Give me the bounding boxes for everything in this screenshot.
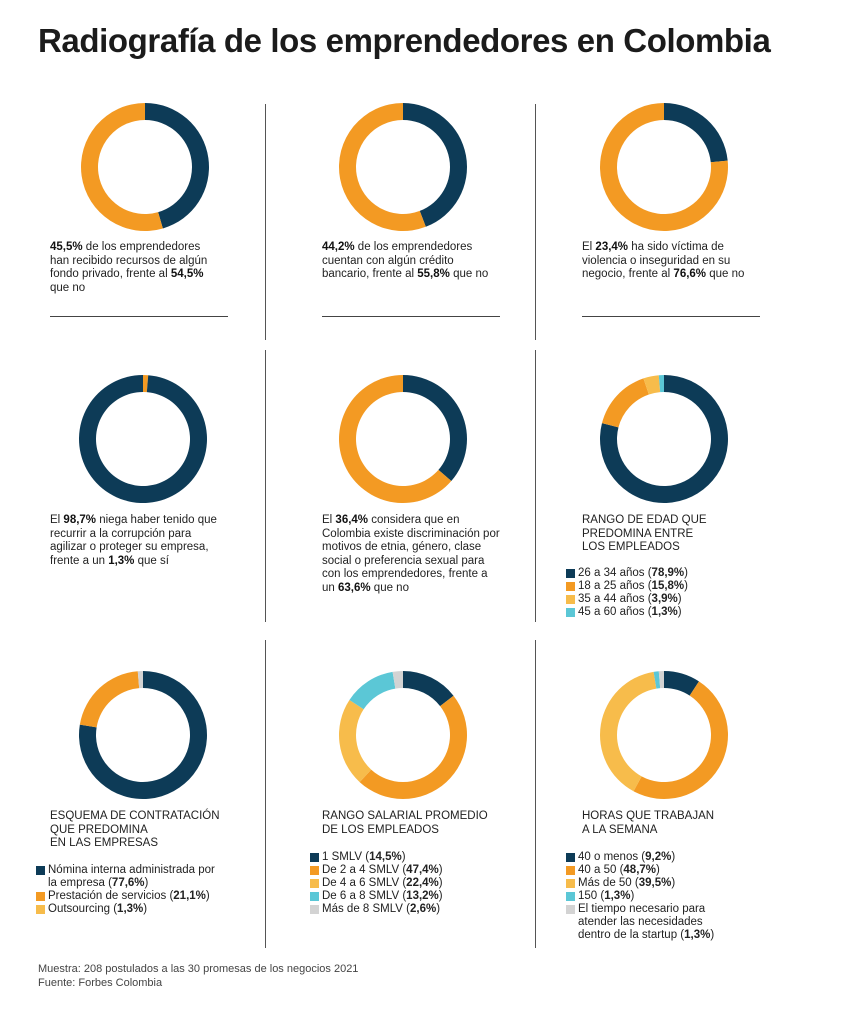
donut-violencia: [600, 103, 728, 231]
legend-swatch: [310, 905, 319, 914]
row-divider: [322, 316, 500, 317]
donut-slice-2: [137, 671, 143, 689]
legend-rango-edad: 26 a 34 años (78,9%) 18 a 25 años (15,8%…: [566, 567, 746, 619]
caption-violencia: El 23,4% ha sido víctima de violencia o …: [582, 241, 745, 280]
donut-slice-4: [392, 671, 403, 689]
column-divider: [265, 640, 266, 948]
legend-item: Más de 50 (39,5%): [566, 877, 738, 890]
legend-swatch: [566, 866, 575, 875]
legend-item: De 6 a 8 SMLV (13,2%): [310, 890, 490, 903]
legend-swatch: [566, 582, 575, 591]
donut-fondo-privado: [81, 103, 210, 231]
donut-horas-semana: [600, 671, 729, 799]
legend-item: 40 a 50 (48,7%): [566, 864, 738, 877]
donut-credito-bancario: [339, 103, 467, 231]
footer-sample: Muestra: 208 postulados a las 30 promesa…: [38, 963, 359, 975]
panel-title-rango-edad: RANGO DE EDAD QUE PREDOMINA ENTRE LOS EMPL…: [582, 514, 707, 553]
donut-slice-1: [339, 375, 452, 503]
legend-swatch: [310, 879, 319, 888]
legend-item: De 4 a 6 SMLV (22,4%): [310, 877, 490, 890]
legend-item: Outsourcing (1,3%): [36, 903, 226, 916]
column-divider: [535, 350, 536, 622]
legend-swatch: [310, 853, 319, 862]
legend-swatch: [310, 892, 319, 901]
donut-slice-0: [403, 375, 467, 482]
caption-discriminacion: El 36,4% considera que en Colombia exist…: [322, 514, 500, 594]
panel-title-horas-semana: HORAS QUE TRABAJAN A LA SEMANA: [582, 810, 715, 836]
legend-swatch: [36, 905, 45, 914]
donut-slice-3: [349, 671, 396, 710]
legend-swatch: [36, 892, 45, 901]
donut-slice-1: [633, 681, 729, 799]
panel-title-contratacion: ESQUEMA DE CONTRATACIÓN QUE PREDOMINA EN L…: [50, 810, 220, 849]
donut-slice-1: [359, 695, 467, 799]
legend-item: 40 o menos (9,2%): [566, 851, 738, 864]
legend-horas-semana: 40 o menos (9,2%) 40 a 50 (48,7%) Más de…: [566, 851, 738, 942]
caption-fondo-privado: 45,5% de los emprendedores han recibido …: [50, 241, 208, 294]
donut-slice-0: [664, 103, 728, 163]
donut-slice-1: [601, 378, 649, 428]
donut-slice-4: [658, 671, 664, 689]
legend-item: Más de 8 SMLV (2,6%): [310, 903, 490, 916]
donut-rango-salarial: [339, 671, 467, 799]
page-title: Radiografía de los emprendedores en Colo…: [38, 22, 771, 59]
legend-swatch: [566, 905, 575, 914]
legend-item: 45 a 60 años (1,3%): [566, 606, 746, 619]
legend-item: 35 a 44 años (3,9%): [566, 593, 746, 606]
row-divider: [50, 316, 228, 317]
legend-contratacion: Nómina interna administrada por la empre…: [36, 864, 226, 916]
column-divider: [265, 104, 266, 340]
legend-item: Nómina interna administrada por la empre…: [36, 864, 226, 890]
donut-slice-0: [664, 671, 699, 696]
legend-item: 26 a 34 años (78,9%): [566, 567, 746, 580]
panel-title-rango-salarial: RANGO SALARIAL PROMEDIO DE LOS EMPLEADOS: [322, 810, 488, 836]
donut-slice-2: [643, 375, 661, 395]
legend-swatch: [310, 866, 319, 875]
legend-item: Prestación de servicios (21,1%): [36, 890, 226, 903]
column-divider: [535, 104, 536, 340]
donut-corrupcion: [79, 375, 208, 503]
donut-slice-1: [339, 103, 426, 231]
legend-swatch: [566, 608, 575, 617]
legend-swatch: [36, 866, 45, 875]
donut-slice-2: [339, 699, 372, 783]
donut-rango-edad: [600, 375, 728, 503]
column-divider: [535, 640, 536, 948]
footer-notes: Muestra: 208 postulados a las 30 promesa…: [38, 962, 358, 990]
donut-slice-0: [143, 375, 149, 393]
row-divider: [582, 316, 760, 317]
donut-slice-0: [403, 103, 467, 227]
donut-slice-1: [79, 671, 140, 728]
legend-swatch: [566, 595, 575, 604]
donut-slice-2: [600, 671, 657, 792]
legend-item: 1 SMLV (14,5%): [310, 851, 490, 864]
column-divider: [265, 350, 266, 622]
legend-item: 18 a 25 años (15,8%): [566, 580, 746, 593]
donut-contratacion: [78, 671, 207, 799]
legend-item: El tiempo necesario para atender las nec…: [566, 903, 738, 942]
legend-item: 150 (1,3%): [566, 890, 738, 903]
legend-swatch: [566, 853, 575, 862]
caption-corrupcion: El 98,7% niega haber tenido que recurrir…: [50, 514, 217, 567]
donut-discriminacion: [339, 375, 467, 503]
donut-slice-1: [81, 103, 163, 231]
footer-source: Fuente: Forbes Colombia: [38, 977, 163, 989]
legend-swatch: [566, 879, 575, 888]
donut-slice-3: [658, 375, 664, 393]
donut-slice-1: [79, 375, 208, 503]
legend-rango-salarial: 1 SMLV (14,5%) De 2 a 4 SMLV (47,4%) De …: [310, 851, 490, 916]
donut-slice-0: [145, 103, 210, 229]
donut-slice-3: [653, 671, 661, 689]
legend-item: De 2 a 4 SMLV (47,4%): [310, 864, 490, 877]
caption-credito-bancario: 44,2% de los emprendedores cuentan con a…: [322, 241, 489, 280]
legend-swatch: [566, 569, 575, 578]
donut-slice-0: [403, 671, 454, 707]
legend-swatch: [566, 892, 575, 901]
